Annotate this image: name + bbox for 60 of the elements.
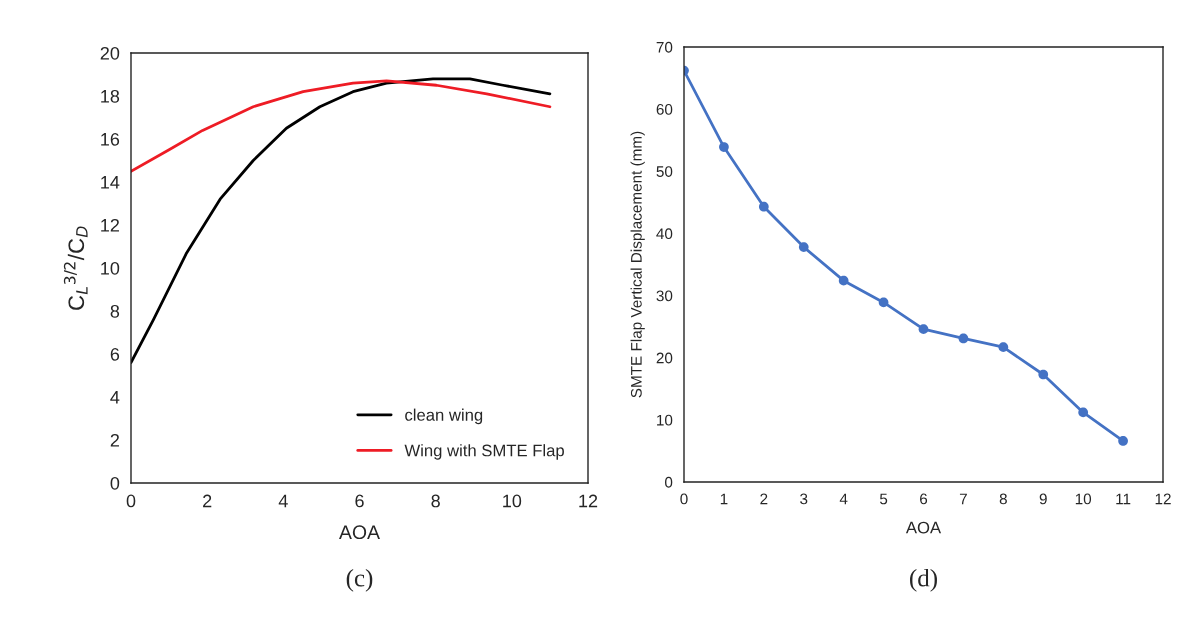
legend-label: clean wing (405, 408, 483, 425)
point (878, 297, 889, 308)
text: (c) (346, 569, 373, 592)
x-tick-label: 4 (839, 493, 848, 505)
y-tick-label: 8 (110, 304, 120, 318)
y-tick-label: 0 (110, 476, 120, 490)
y-tick-label: 14 (101, 176, 120, 189)
y-tick-label: 20 (656, 352, 673, 364)
x-tick-label: 6 (355, 494, 364, 508)
x-tick-label: 0 (680, 493, 688, 505)
y-tick-label: 50 (656, 166, 673, 177)
y-tick-label: 10 (101, 261, 120, 275)
point (719, 142, 729, 152)
x-tick-label: 10 (503, 494, 522, 508)
point (838, 275, 849, 286)
y-tick-label: 30 (656, 290, 673, 302)
y-axis-title: C$_{L}$$^{3/2}$/C$_{D}$ (63, 226, 88, 310)
point (798, 242, 809, 252)
point (998, 342, 1009, 353)
y-tick-label: 10 (657, 414, 673, 426)
x-axis-title: AOA (905, 521, 942, 534)
y-tick-label: 2 (110, 433, 119, 447)
y-tick-label: 4 (110, 391, 120, 404)
x-tick-label: 12 (579, 494, 598, 508)
x-tick-label: 7 (959, 493, 967, 505)
x-tick-label: 4 (278, 494, 288, 508)
y-tick-label: 6 (110, 347, 120, 361)
x-tick-label: 5 (879, 493, 888, 505)
y-tick-label: 20 (100, 46, 120, 60)
point (1118, 436, 1128, 446)
x-tick-label: 9 (1039, 493, 1047, 505)
point (958, 333, 969, 344)
x-axis-title: AOA (339, 525, 380, 540)
y-tick-label: 40 (656, 228, 673, 240)
y-tick-label: 18 (101, 89, 120, 103)
x-tick-label: 8 (999, 493, 1007, 505)
x-tick-label: 1 (720, 493, 728, 505)
text: (d) (910, 569, 937, 592)
x-tick-label: 2 (203, 494, 212, 508)
y-tick-label: 12 (101, 218, 119, 232)
x-tick-label: 2 (760, 493, 768, 505)
line-series (131, 77, 552, 364)
y-tick-label: 0 (664, 476, 673, 488)
point (1038, 369, 1049, 380)
x-tick-label: 8 (431, 494, 440, 508)
y-tick-label: 70 (656, 41, 673, 53)
legend-label: Wing with SMTE Flap (404, 444, 564, 460)
point (1078, 407, 1089, 418)
x-tick-label: 6 (920, 493, 928, 505)
point (758, 201, 769, 212)
y-tick-label: 16 (101, 132, 120, 146)
x-tick-label: 10 (1075, 493, 1092, 505)
x-tick-label: 3 (800, 493, 808, 505)
y-axis-title: SMTE Flap Vertical Displacement (mm) (630, 131, 645, 398)
point (918, 324, 929, 334)
x-tick-label: 0 (126, 494, 136, 508)
x-tick-label: 11 (1116, 493, 1131, 505)
line-series (131, 79, 552, 173)
x-tick-label: 12 (1155, 493, 1171, 505)
y-tick-label: 60 (656, 104, 673, 115)
